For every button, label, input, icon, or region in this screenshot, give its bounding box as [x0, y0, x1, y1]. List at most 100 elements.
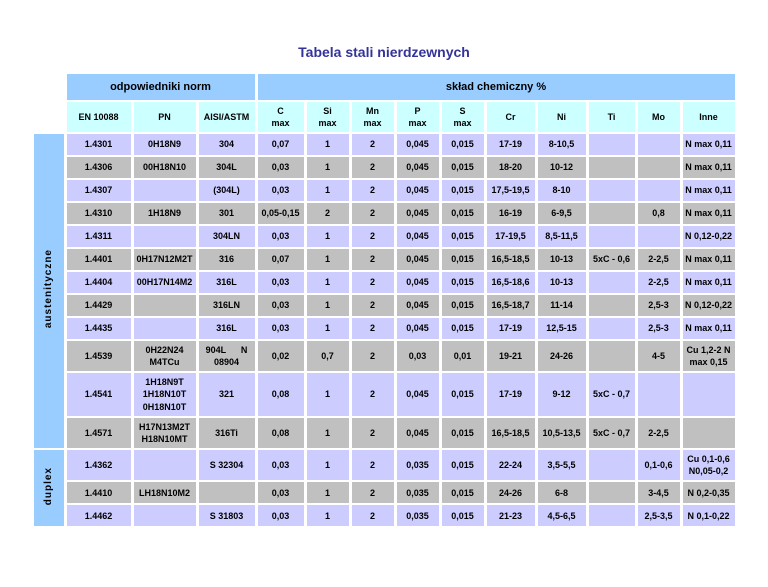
- table-cell: 00H17N14M2: [133, 272, 196, 293]
- table-cell: 2: [351, 373, 394, 416]
- table-cell: 10-12: [537, 157, 586, 178]
- table-cell: 1: [306, 417, 349, 448]
- table-cell: 22-24: [486, 449, 535, 481]
- table-cell: 0,035: [396, 482, 439, 504]
- table-cell: 1: [306, 226, 349, 247]
- row-group-label-text: duplex: [43, 466, 54, 505]
- table-cell: 0,045: [396, 417, 439, 448]
- table-cell: [637, 134, 680, 155]
- table-cell: 17,5-19,5: [486, 180, 535, 201]
- table-cell: 0,015: [441, 272, 484, 293]
- table-cell: [588, 505, 635, 527]
- table-cell: S 31803: [198, 505, 255, 527]
- table-cell: [588, 157, 635, 178]
- table-cell: 304: [198, 134, 255, 155]
- table-cell: [588, 134, 635, 155]
- table-cell: 1.4301: [66, 134, 131, 155]
- table-cell: 16,5-18,6: [486, 272, 535, 293]
- table-cell: N max 0,11: [682, 134, 735, 155]
- table-cell: [588, 203, 635, 224]
- table-cell: 24-26: [486, 482, 535, 504]
- table-cell: [588, 482, 635, 504]
- table-cell: 10-13: [537, 272, 586, 293]
- table-cell: 1.4310: [66, 203, 131, 224]
- table-cell: 10,5-13,5: [537, 417, 586, 448]
- table-cell: 2,5-3: [637, 318, 680, 339]
- table-cell: 6-9,5: [537, 203, 586, 224]
- column-header: P max: [396, 102, 439, 132]
- corner-cell: [34, 74, 64, 132]
- table-cell: [133, 295, 196, 316]
- table-cell: 1: [306, 373, 349, 416]
- table-cell: N max 0,11: [682, 249, 735, 270]
- table-cell: [588, 318, 635, 339]
- table-cell: 316: [198, 249, 255, 270]
- table-cell: 2: [351, 157, 394, 178]
- table-cell: 1.4429: [66, 295, 131, 316]
- table-cell: 5xC - 0,7: [588, 373, 635, 416]
- table-row: 1.4404 00H17N14M2 316L 0,03 1 2 0,045 0,015 16,5…: [34, 272, 735, 293]
- table-cell: 2: [351, 134, 394, 155]
- table-row: 1.4429 316LN 0,03 1 2 0,045 0,015 16,5-18,7 11-1…: [34, 295, 735, 316]
- table-cell: 301: [198, 203, 255, 224]
- table-cell: 8-10,5: [537, 134, 586, 155]
- table-cell: 16-19: [486, 203, 535, 224]
- table-cell: 2: [351, 226, 394, 247]
- table-cell: Cu 0,1-0,6 N0,05-0,2: [682, 449, 735, 481]
- table-row: austenityczne 1.4301 0H18N9 304 0,07 1 2 0,045 0…: [33, 134, 735, 448]
- table-cell: 1: [306, 180, 349, 201]
- table-cell: 3-4,5: [637, 482, 680, 504]
- table-cell: [682, 373, 735, 416]
- table-cell: [133, 226, 196, 247]
- table-cell: 2: [351, 505, 394, 527]
- column-header: Mo: [637, 102, 680, 132]
- table-cell: 0,045: [396, 226, 439, 247]
- table-cell: [588, 341, 635, 372]
- table-cell: 0,035: [396, 449, 439, 481]
- table-cell: 1: [306, 505, 349, 527]
- table-cell: 2: [351, 203, 394, 224]
- table-cell: 0,045: [396, 318, 439, 339]
- column-header: Inne: [682, 102, 735, 132]
- table-cell: 8-10: [537, 180, 586, 201]
- table-cell: 0,015: [441, 134, 484, 155]
- table-cell: 1: [306, 249, 349, 270]
- table-cell: 5xC - 0,6: [588, 249, 635, 270]
- table-cell: 1.4401: [66, 249, 131, 270]
- stainless-steel-table: odpowiedniki norm skład chemiczny % EN 1…: [31, 72, 738, 528]
- table-cell: 2: [351, 318, 394, 339]
- table-cell: 0,03: [257, 226, 304, 247]
- table-cell: [133, 318, 196, 339]
- table-cell: 0,015: [441, 203, 484, 224]
- table-cell: 0,03: [257, 318, 304, 339]
- table-cell: 316L: [198, 318, 255, 339]
- table-cell: 321: [198, 373, 255, 416]
- table-cell: 0,7: [306, 341, 349, 372]
- table-cell: [682, 417, 735, 448]
- table-row: 1.4435 316L 0,03 1 2 0,045 0,015 17-19 12,5-15 2,…: [34, 318, 735, 339]
- table-cell: 16,5-18,7: [486, 295, 535, 316]
- table-cell: LH18N10M2: [133, 482, 196, 504]
- table-cell: 1.4306: [66, 157, 131, 178]
- table-cell: 0,035: [396, 505, 439, 527]
- table-cell: [588, 226, 635, 247]
- table-cell: 1.4571: [66, 417, 131, 448]
- table-cell: 2: [351, 295, 394, 316]
- table-cell: 0,03: [257, 157, 304, 178]
- table-cell: 0,015: [441, 373, 484, 416]
- table-cell: 1: [306, 482, 349, 504]
- table-cell: 0,015: [441, 249, 484, 270]
- table-cell: 18-20: [486, 157, 535, 178]
- table-cell: [133, 180, 196, 201]
- table-cell: 2,5-3,5: [637, 505, 680, 527]
- table-cell: [637, 157, 680, 178]
- table-row: 1.4462 S 31803 0,03 1 2 0,035 0,015 21-23 4,5-6,…: [34, 505, 735, 527]
- table-row: 1.4571 H17N13M2T H18N10MT 316Ti 0,08 1 2 0,045…: [34, 417, 735, 448]
- table-cell: 0,03: [257, 180, 304, 201]
- row-group-label-austenityczne: austenityczne: [33, 134, 64, 448]
- table-cell: 1.4311: [66, 226, 131, 247]
- column-header: Si max: [306, 102, 349, 132]
- table-cell: 0,05-0,15: [257, 203, 304, 224]
- table-cell: 5xC - 0,7: [588, 417, 635, 448]
- table-cell: 0,045: [396, 295, 439, 316]
